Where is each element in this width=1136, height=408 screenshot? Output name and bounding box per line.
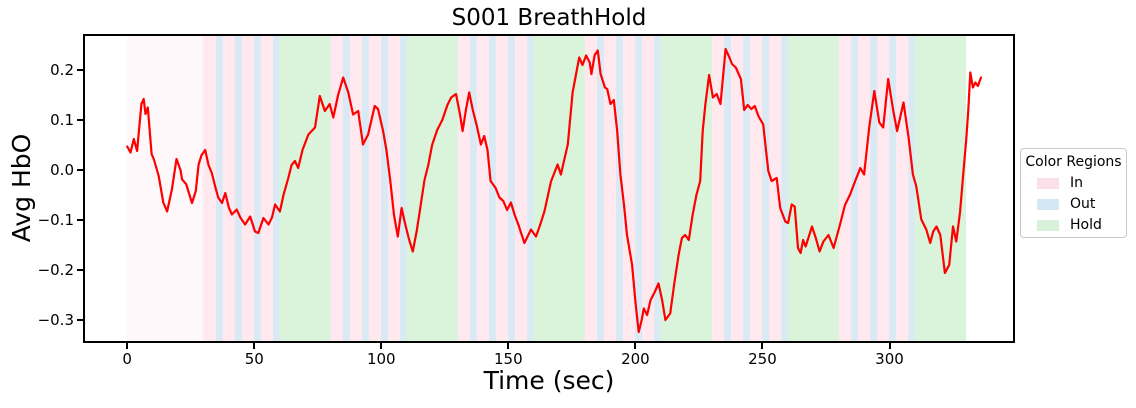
region-out [889, 36, 897, 341]
y-tick-label: −0.1 [37, 211, 74, 229]
legend-item-label: In [1070, 175, 1084, 191]
legend-item-hold: Hold [1037, 217, 1126, 233]
region-in [368, 36, 382, 341]
region-in [622, 36, 636, 341]
region-hold [914, 36, 967, 341]
region-hold [660, 36, 712, 341]
region-out [361, 36, 369, 341]
avg-hbo-line [126, 47, 983, 334]
chart-canvas [126, 36, 983, 341]
region-in [730, 36, 744, 341]
x-tick-mark [507, 343, 510, 349]
region-out [272, 36, 280, 341]
region-out [234, 36, 242, 341]
region-in [838, 36, 852, 341]
region-out [215, 36, 223, 341]
y-tick-label: 0.2 [50, 61, 74, 79]
region-in [387, 36, 401, 341]
region-in [349, 36, 363, 341]
region-out [400, 36, 407, 341]
region-in [476, 36, 490, 341]
region-out [596, 36, 604, 341]
y-tick-mark [77, 219, 83, 221]
y-tick-mark [77, 119, 83, 121]
legend-title: Color Regions [1025, 154, 1122, 170]
x-tick-label: 250 [748, 350, 777, 368]
y-tick-mark [77, 169, 83, 171]
y-tick-label: 0.0 [50, 161, 74, 179]
region-out [380, 36, 388, 341]
region-out [527, 36, 535, 341]
region-out [635, 36, 643, 341]
plot-area [83, 34, 1015, 343]
region-in [495, 36, 509, 341]
y-tick-label: 0.1 [50, 111, 74, 129]
region-out [488, 36, 496, 341]
region-out [654, 36, 662, 341]
region-out [508, 36, 515, 341]
region-hold [533, 36, 585, 341]
legend-swatch-in-icon [1037, 177, 1059, 189]
legend: Color Regions In Out Hold [1020, 148, 1127, 238]
region-in [241, 36, 255, 341]
region-out [851, 36, 859, 341]
chart-title: S001 BreathHold [451, 5, 647, 31]
region-hold [787, 36, 839, 341]
x-tick-label: 200 [621, 350, 650, 368]
legend-swatch-hold-icon [1037, 219, 1059, 231]
region-in [857, 36, 871, 341]
region-in [514, 36, 528, 341]
x-tick-mark [380, 343, 383, 349]
y-tick-mark [77, 69, 83, 71]
y-tick-label: −0.3 [37, 311, 74, 329]
y-tick-mark [77, 269, 83, 271]
region-out [724, 36, 731, 341]
x-tick-label: 50 [244, 350, 264, 368]
x-tick-mark [253, 343, 256, 349]
x-tick-label: 100 [366, 350, 396, 368]
x-tick-mark [761, 343, 764, 349]
x-tick-mark [126, 343, 129, 349]
region-out [253, 36, 261, 341]
region-in [641, 36, 655, 341]
region-in [260, 36, 274, 341]
region-rest [126, 36, 204, 341]
region-out [908, 36, 916, 341]
region-out [342, 36, 350, 341]
region-in [584, 36, 598, 341]
x-axis-label: Time (sec) [483, 366, 615, 395]
region-out [616, 36, 623, 341]
x-tick-mark [888, 343, 891, 349]
region-in [222, 36, 236, 341]
region-out [469, 36, 477, 341]
region-in [457, 36, 471, 341]
region-in [749, 36, 763, 341]
region-in [203, 36, 217, 341]
region-in [603, 36, 617, 341]
legend-item-label: Out [1070, 196, 1096, 212]
region-in [876, 36, 890, 341]
x-tick-label: 0 [122, 350, 132, 368]
region-hold [406, 36, 458, 341]
legend-swatch-out-icon [1037, 198, 1059, 210]
legend-items: In Out Hold [1021, 175, 1126, 233]
region-in [895, 36, 909, 341]
x-tick-label: 300 [875, 350, 904, 368]
region-out [743, 36, 751, 341]
x-tick-mark [634, 343, 637, 349]
y-tick-mark [77, 319, 83, 321]
region-in [768, 36, 782, 341]
region-out [781, 36, 789, 341]
legend-item-label: Hold [1070, 217, 1102, 233]
region-out [762, 36, 770, 341]
legend-item-out: Out [1037, 196, 1126, 212]
region-hold [279, 36, 331, 341]
region-out [870, 36, 878, 341]
region-in [711, 36, 725, 341]
x-tick-label: 150 [494, 350, 523, 368]
legend-item-in: In [1037, 175, 1126, 191]
y-tick-label: −0.2 [37, 261, 74, 279]
